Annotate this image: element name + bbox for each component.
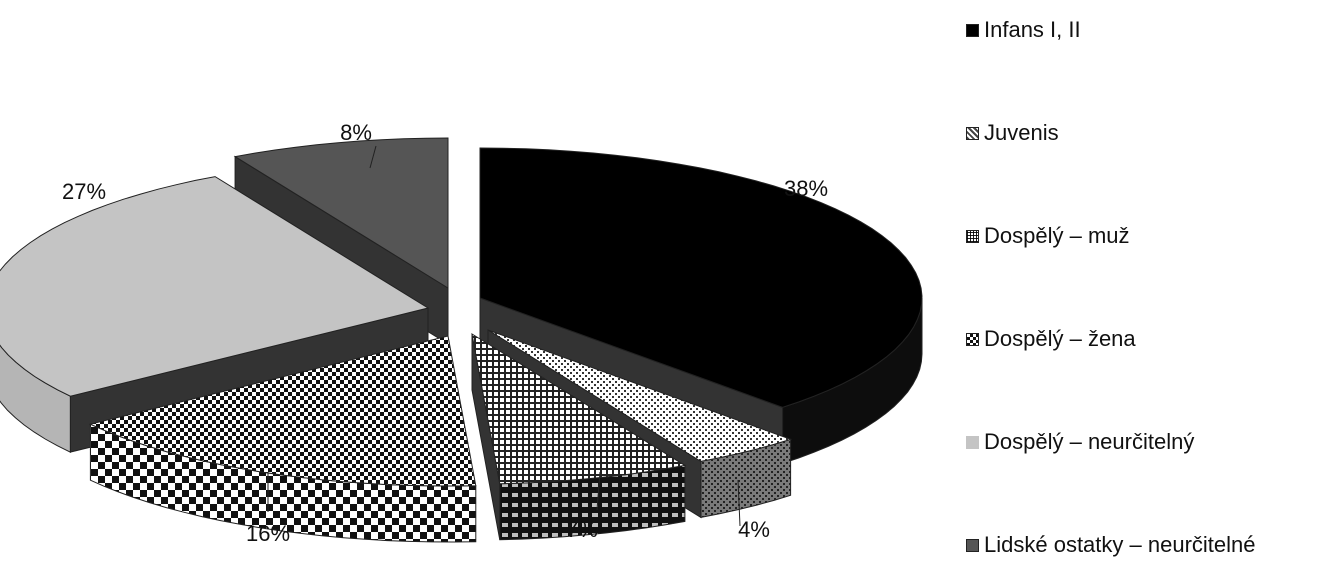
pie-slice-dospely-zena — [88, 335, 477, 543]
pie-top-dospely-neurcitelny — [0, 176, 430, 397]
legend-label-dospely-neurcitelny: Dospělý – neurčitelný — [984, 429, 1195, 454]
pie-top-infans — [479, 147, 923, 408]
data-label-dospely-muz: 7% — [566, 517, 598, 542]
pie-slices — [0, 137, 923, 543]
legend-swatch-dospely-muz — [966, 229, 979, 243]
legend-swatch-dospely-zena — [966, 332, 979, 346]
data-label-infans: 38% — [784, 176, 828, 201]
legend-swatch-lidske-ostatky — [966, 538, 979, 552]
leader-line-lidske-ostatky — [369, 145, 377, 169]
legend-swatch-infans — [966, 23, 979, 37]
legend-swatch-dospely-neurcitelny — [966, 435, 979, 449]
legend-item-dospely-muz: Dospělý – muž — [966, 216, 1130, 256]
pie-top-dospely-muz — [471, 332, 687, 485]
pie-top-juvenis — [487, 329, 793, 462]
legend-item-juvenis: Juvenis — [966, 113, 1059, 153]
legend-item-infans: Infans I, II — [966, 10, 1081, 50]
data-labels: 38% 4% 7% 16% 27% 8% — [62, 120, 828, 546]
pie-top-dospely-zena — [88, 335, 477, 487]
legend-item-dospely-zena: Dospělý – žena — [966, 319, 1136, 359]
legend-label-dospely-zena: Dospělý – žena — [984, 326, 1136, 351]
data-label-juvenis: 4% — [738, 517, 770, 542]
data-label-dospely-neurcitelny: 27% — [62, 179, 106, 204]
leader-line-dospely-muz — [596, 471, 601, 511]
legend-label-juvenis: Juvenis — [984, 120, 1059, 145]
pie-top-lidske-ostatky — [233, 137, 449, 289]
leader-lines — [267, 145, 741, 527]
leader-line-juvenis — [737, 479, 741, 527]
pie-chart: 38% 4% 7% 16% 27% 8% — [0, 120, 923, 546]
legend-label-lidske-ostatky: Lidské ostatky – neurčitelné — [984, 532, 1256, 557]
legend-swatch-juvenis — [966, 126, 979, 140]
legend-item-dospely-neurcitelny: Dospělý – neurčitelný — [966, 422, 1194, 462]
data-label-lidske-ostatky: 8% — [340, 120, 372, 145]
legend-item-lidske-ostatky: Lidské ostatky – neurčitelné — [966, 525, 1256, 565]
legend-label-infans: Infans I, II — [984, 17, 1081, 42]
pie-slice-dospely-muz — [471, 332, 687, 541]
data-label-dospely-zena: 16% — [246, 521, 290, 546]
legend-label-dospely-muz: Dospělý – muž — [984, 223, 1130, 248]
